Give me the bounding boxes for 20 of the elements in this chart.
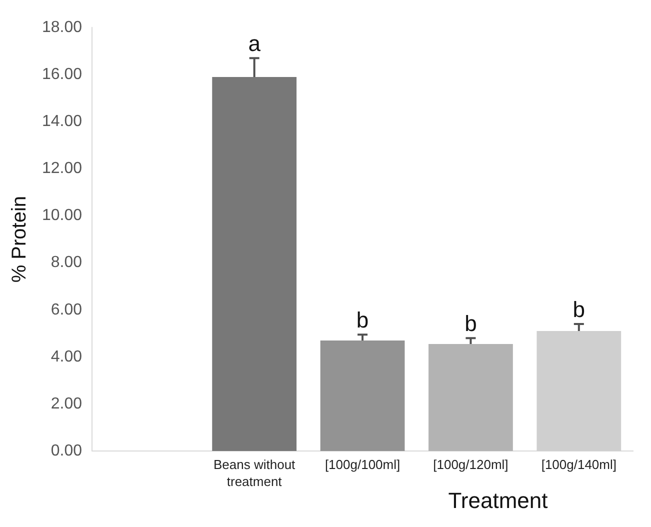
y-tick-label: 6.00 — [50, 301, 82, 318]
annotation: b — [572, 297, 586, 322]
y-tick-label: 0.00 — [50, 442, 82, 460]
y-tick-label: 2.00 — [50, 395, 82, 412]
y-tick-label: 8.00 — [50, 254, 82, 272]
y-tick-label: 14.00 — [42, 113, 82, 130]
annotation: a — [248, 31, 262, 56]
x-tick-label: [100g/140ml] — [541, 457, 616, 472]
y-tick-label: 16.00 — [42, 66, 82, 84]
x-axis-title: Treatment — [448, 488, 548, 514]
annotation: b — [464, 311, 477, 336]
x-tick-label: [100g/100ml] — [324, 457, 400, 472]
y-tick-label: 4.00 — [50, 348, 82, 366]
y-tick-label: 12.00 — [42, 160, 82, 178]
y-tick-label: 10.00 — [42, 207, 82, 224]
y-tick-label: 18.00 — [42, 19, 82, 36]
annotation: b — [356, 308, 369, 333]
x-tick-label: [100g/120ml] — [433, 457, 508, 472]
y-axis-title: % Protein — [8, 196, 31, 283]
x-tick-label: Beans without treatment — [213, 457, 296, 490]
